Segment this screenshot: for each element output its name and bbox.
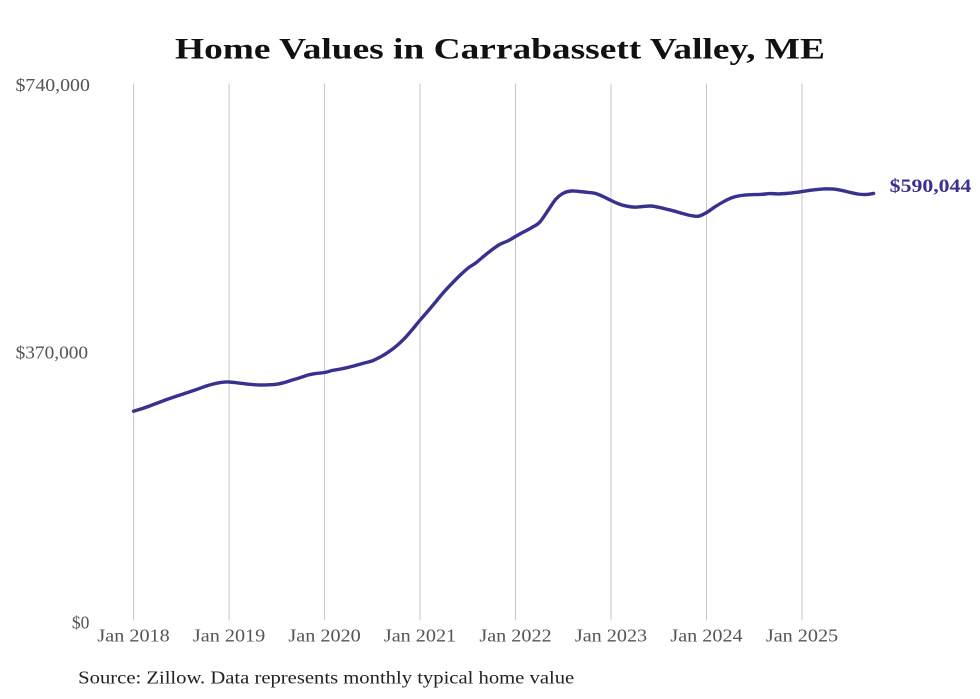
- svg-text:$740,000: $740,000: [16, 75, 90, 95]
- svg-text:$0: $0: [72, 613, 90, 633]
- svg-text:Jan 2023: Jan 2023: [575, 626, 647, 646]
- svg-text:Jan 2025: Jan 2025: [766, 626, 838, 646]
- svg-text:Jan 2018: Jan 2018: [97, 626, 169, 646]
- svg-text:Jan 2020: Jan 2020: [288, 626, 360, 646]
- svg-text:$590,044: $590,044: [890, 176, 972, 197]
- svg-text:Jan 2019: Jan 2019: [193, 626, 265, 646]
- svg-text:Jan 2022: Jan 2022: [479, 626, 551, 646]
- svg-text:Source: Zillow. Data represent: Source: Zillow. Data represents monthly …: [78, 667, 574, 687]
- svg-text:$370,000: $370,000: [16, 342, 89, 362]
- svg-text:Jan 2021: Jan 2021: [384, 626, 456, 646]
- svg-text:Jan 2024: Jan 2024: [670, 626, 742, 646]
- svg-text:Home Values in Carrabassett Va: Home Values in Carrabassett Valley, ME: [175, 33, 825, 66]
